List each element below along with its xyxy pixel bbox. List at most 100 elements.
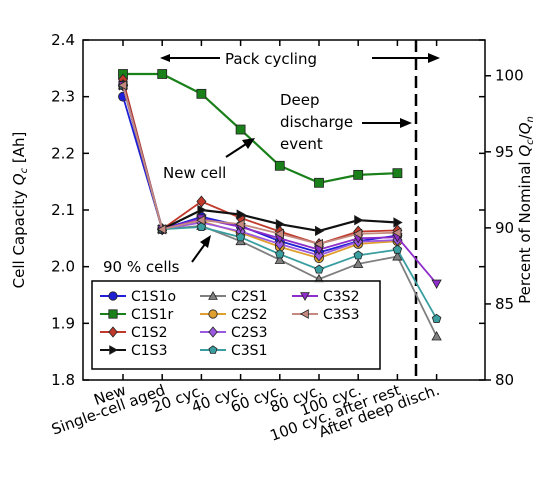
data-point	[353, 169, 364, 180]
data-point	[235, 232, 246, 242]
legend-label: C2S3	[231, 325, 267, 341]
y-right-tick-label: 90	[495, 219, 514, 237]
data-point	[157, 69, 168, 79]
new-cell-arrow	[225, 143, 247, 158]
legend-item: C2S3	[200, 325, 267, 341]
y-left-tick-label: 1.8	[51, 371, 75, 389]
legend-label: C2S1	[231, 289, 267, 305]
legend-marker	[208, 345, 218, 354]
legend-marker	[108, 326, 118, 338]
data-point	[274, 254, 285, 264]
y-right-tick-label: 80	[495, 371, 514, 389]
y-left-tick-label: 2.1	[51, 201, 75, 219]
data-point	[275, 218, 286, 230]
data-point	[314, 225, 325, 237]
data-point	[274, 160, 285, 171]
y-left-tick-label: 2.3	[51, 88, 75, 106]
series-C1S1r	[118, 69, 403, 188]
new-cell-arrowhead	[242, 138, 255, 149]
data-point	[431, 331, 442, 341]
data-point	[392, 244, 403, 254]
series-layer	[117, 69, 442, 341]
pack-cycling-arrowhead-right	[428, 53, 440, 63]
legend-item: C3S3	[292, 307, 359, 323]
data-point	[392, 168, 403, 179]
data-point	[235, 124, 246, 135]
data-point	[353, 258, 364, 268]
data-point	[156, 224, 167, 235]
legend-label: C3S3	[323, 307, 359, 323]
legend-marker	[299, 309, 309, 319]
data-point	[235, 218, 245, 230]
legend-marker	[208, 326, 218, 338]
data-point	[314, 264, 324, 274]
legend-label: C1S1o	[131, 289, 176, 305]
legend-label: C1S2	[131, 325, 167, 341]
series-line	[121, 85, 398, 233]
y-left-tick-label: 2.2	[51, 144, 75, 162]
data-point	[353, 250, 363, 260]
legend-label: C2S2	[231, 307, 267, 323]
legend-label: C1S3	[131, 343, 167, 359]
y-left-tick-label: 1.9	[51, 314, 75, 332]
data-point	[313, 249, 325, 262]
data-point	[197, 204, 207, 216]
legend-marker	[208, 290, 218, 300]
legend-item: C2S1	[200, 289, 267, 305]
data-point	[392, 227, 402, 238]
legend-marker	[300, 292, 310, 302]
y-right-tick-label: 100	[495, 67, 524, 85]
ninety-cells-arrow	[191, 243, 206, 263]
data-point	[314, 177, 324, 188]
legend-marker	[208, 309, 218, 319]
data-point	[274, 228, 284, 239]
y-right-tick-label: 95	[495, 143, 514, 161]
series-line	[122, 85, 398, 245]
legend-item: C3S1	[200, 343, 267, 359]
data-point	[354, 215, 364, 226]
data-point	[196, 88, 207, 99]
data-point	[431, 279, 442, 289]
legend-item: C1S1o	[100, 289, 176, 305]
legend-item: C3S2	[292, 289, 359, 305]
legend-item: C1S3	[100, 343, 167, 359]
data-point	[196, 195, 207, 208]
deep-discharge-arrowhead	[400, 118, 412, 128]
y-axis-right-label: Percent of Nominal Qc/Qn	[516, 116, 536, 304]
annotation-new-cell: New cell	[163, 164, 226, 182]
annotation-pack-cycling: Pack cycling	[225, 50, 317, 68]
data-point	[275, 249, 285, 259]
legend-marker	[108, 309, 118, 319]
legend-label: C3S1	[231, 343, 267, 359]
legend-marker	[109, 345, 119, 355]
legend-item: C2S2	[200, 307, 267, 323]
data-point	[196, 215, 206, 226]
y-axis-right-ticks: 80 85 90 95 100	[485, 67, 524, 389]
data-point	[117, 80, 127, 91]
annotation-deep-2: discharge	[280, 113, 353, 131]
y-right-tick-label: 85	[495, 295, 514, 313]
y-left-tick-label: 2.4	[51, 31, 75, 49]
series-C1S3	[119, 80, 403, 237]
series-line	[123, 72, 398, 184]
y-left-tick-label: 2.0	[51, 258, 75, 276]
data-point	[393, 217, 403, 228]
legend-marker	[108, 291, 118, 301]
annotation-deep-3: event	[280, 135, 323, 153]
data-point	[313, 238, 324, 250]
y-axis-left-ticks: 1.8 1.9 2.0 2.1 2.2 2.3 2.4	[51, 31, 485, 389]
y-axis-left-label: Cell Capacity Qc [Ah]	[10, 132, 30, 289]
legend-box	[91, 280, 381, 370]
data-point	[392, 251, 403, 261]
legend: C1S1o C1S1r C1S2 C1S3 C2S1 C2S2 C2S3 C3S1 C3S2 C3…	[91, 280, 381, 370]
annotation-ninety-cells: 90 % cells	[103, 258, 180, 276]
pack-cycling-arrowhead-left	[160, 54, 170, 62]
data-point	[352, 228, 363, 239]
series-C3S3	[117, 80, 402, 250]
legend-item: C1S2	[100, 325, 167, 341]
ninety-cells-arrowhead	[200, 235, 211, 248]
annotation-deep-1: Deep	[280, 91, 320, 109]
legend-label: C3S2	[323, 289, 359, 305]
data-point	[236, 209, 246, 220]
